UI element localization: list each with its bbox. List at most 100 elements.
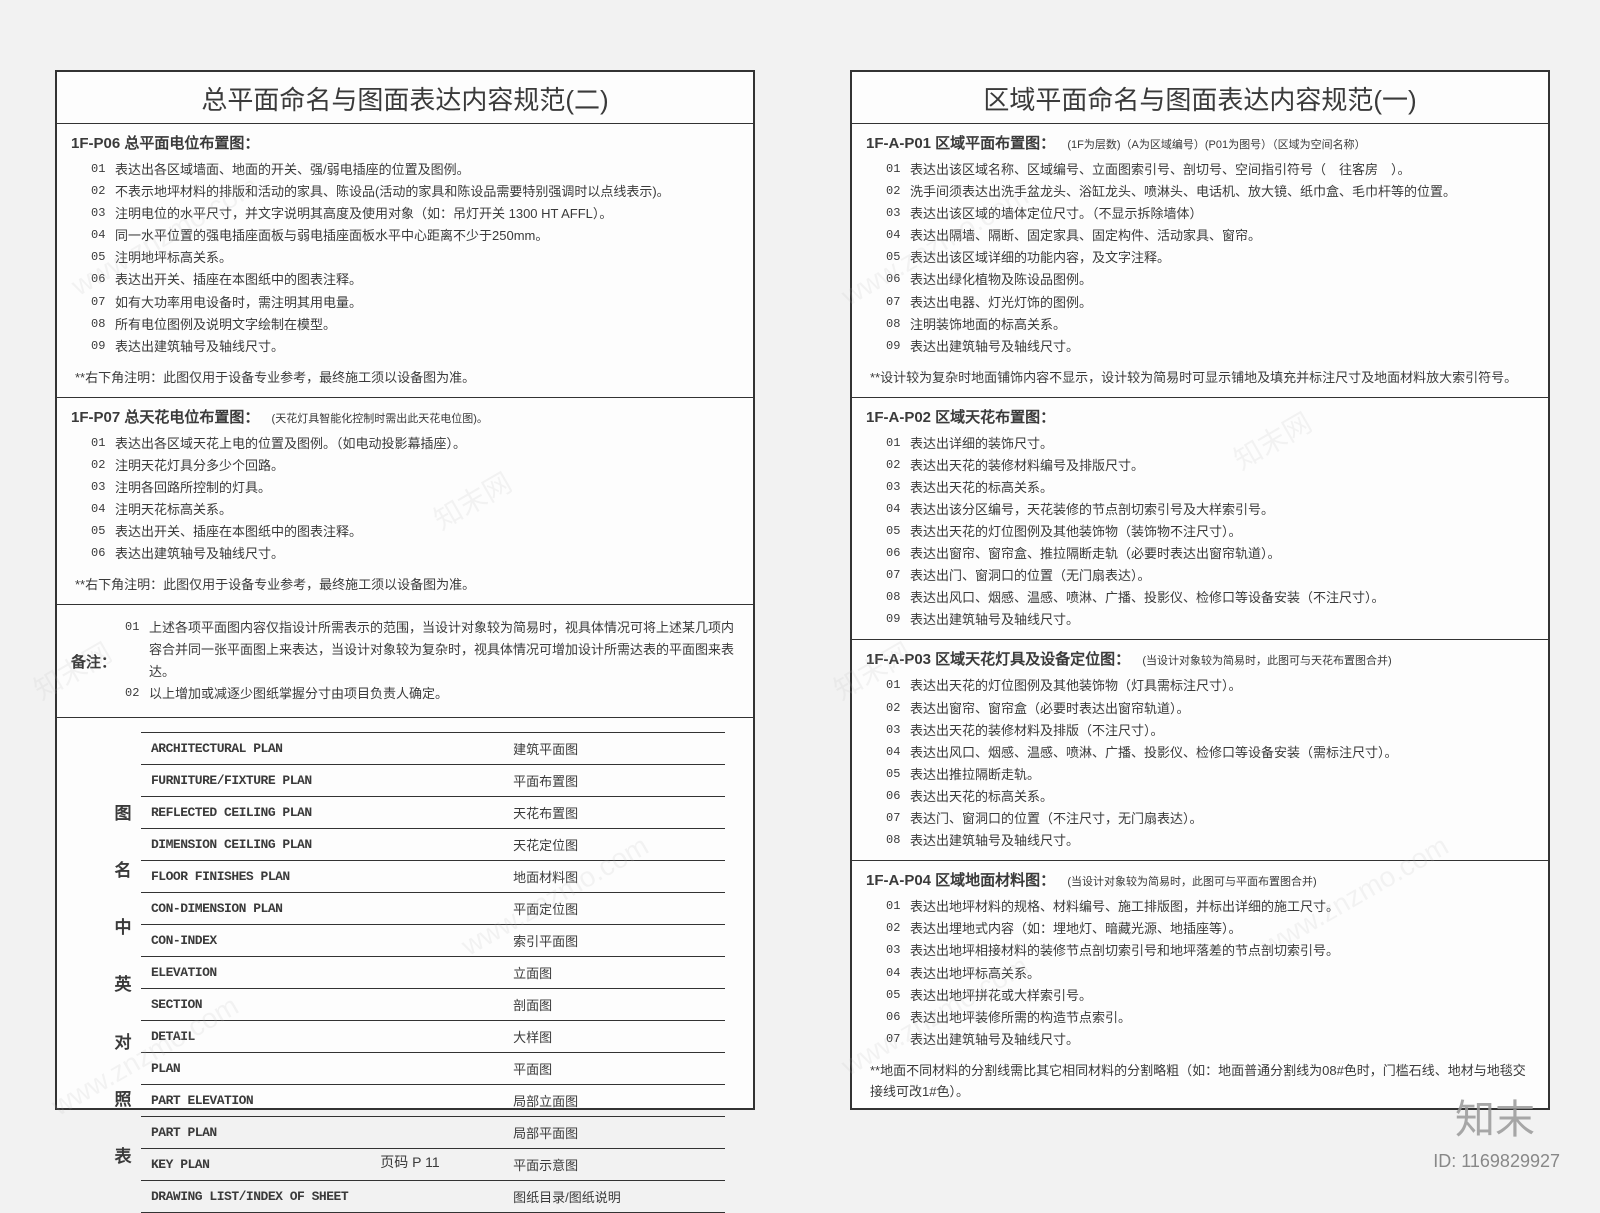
- heading-text: 1F-A-P03 区域天花灯具及设备定位图：: [866, 651, 1130, 668]
- table-cell-en: REFLECTED CEILING PLAN: [141, 797, 503, 829]
- item-number: 07: [886, 565, 910, 587]
- item-number: 01: [886, 896, 910, 918]
- item-number: 04: [886, 225, 910, 247]
- table-row: DETAIL大样图: [141, 1021, 725, 1053]
- item-text: 表达出天花的标高关系。: [910, 786, 1524, 808]
- item-text: 表达出天花的灯位图例及其他装饰物（灯具需标注尺寸）。: [910, 675, 1524, 697]
- table-cell-cn: 地面材料图: [503, 861, 725, 893]
- item-number: 04: [91, 225, 115, 247]
- item-text: 注明天花标高关系。: [115, 499, 729, 521]
- remark-item: 01上述各项平面图内容仅指设计所需表示的范围，当设计对象较为简易时，视具体情况可…: [125, 617, 739, 683]
- item-text: 表达出详细的装饰尺寸。: [910, 433, 1524, 455]
- item-number: 05: [91, 247, 115, 269]
- list-item: 06表达出建筑轴号及轴线尺寸。: [91, 543, 729, 565]
- table-row: CON-DIMENSION PLAN平面定位图: [141, 893, 725, 925]
- list-item: 01表达出详细的装饰尺寸。: [886, 433, 1524, 455]
- list-item: 03注明电位的水平尺寸，并文字说明其高度及使用对象（如：吊灯开关 1300 HT…: [91, 203, 729, 225]
- item-number: 02: [886, 455, 910, 477]
- list-item: 04表达出风口、烟感、温感、喷淋、广播、投影仪、检修口等设备安装（需标注尺寸）。: [886, 742, 1524, 764]
- item-text: 所有电位图例及说明文字绘制在模型。: [115, 314, 729, 336]
- item-number: 03: [91, 477, 115, 499]
- item-text: 表达出地坪标高关系。: [910, 963, 1524, 985]
- list-item: 07如有大功率用电设备时，需注明其用电量。: [91, 292, 729, 314]
- item-number: 06: [886, 543, 910, 565]
- footnote: **右下角注明：此图仅用于设备专业参考，最终施工须以设备图为准。: [57, 573, 753, 604]
- vlabel-char: 中: [105, 913, 141, 938]
- item-text: 注明电位的水平尺寸，并文字说明其高度及使用对象（如：吊灯开关 1300 HT A…: [115, 203, 729, 225]
- heading-note: (1F为层数)（A为区域编号）(P01为图号）（区域为空间名称）: [1067, 139, 1365, 151]
- table-cell-en: DRAWING LIST/INDEX OF SHEET: [141, 1181, 503, 1213]
- list-item: 06表达出天花的标高关系。: [886, 786, 1524, 808]
- list-item: 04同一水平位置的强电插座面板与弱电插座面板水平中心距离不少于250mm。: [91, 225, 729, 247]
- table-cell-cn: 平面定位图: [503, 893, 725, 925]
- table-cell-en: ARCHITECTURAL PLAN: [141, 733, 503, 765]
- right-section-2: 1F-A-P03 区域天花灯具及设备定位图： (当设计对象较为简易时，此图可与天…: [852, 640, 1548, 860]
- item-number: 03: [886, 203, 910, 225]
- table-cell-en: PLAN: [141, 1053, 503, 1085]
- item-number: 09: [91, 336, 115, 358]
- section-heading: 1F-A-P02 区域天花布置图：: [852, 398, 1548, 431]
- table-cell-cn: 平面布置图: [503, 765, 725, 797]
- item-text: 表达出电器、灯光灯饰的图例。: [910, 292, 1524, 314]
- item-list: 01表达出各区域墙面、地面的开关、强/弱电插座的位置及图例。02不表示地坪材料的…: [57, 157, 753, 366]
- item-number: 03: [886, 940, 910, 962]
- item-text: 表达出隔墙、隔断、固定家具、固定构件、活动家具、窗帘。: [910, 225, 1524, 247]
- item-text: 上述各项平面图内容仅指设计所需表示的范围，当设计对象较为简易时，视具体情况可将上…: [149, 617, 739, 683]
- list-item: 08所有电位图例及说明文字绘制在模型。: [91, 314, 729, 336]
- table-cell-en: SECTION: [141, 989, 503, 1021]
- heading-note: (当设计对象较为简易时，此图可与平面布置图合并): [1067, 876, 1316, 888]
- list-item: 07表达出电器、灯光灯饰的图例。: [886, 292, 1524, 314]
- vlabel-char: 名: [105, 856, 141, 881]
- left-page: 总平面命名与图面表达内容规范(二) 1F-P06 总平面电位布置图： 01表达出…: [55, 70, 755, 1110]
- footnote: **右下角注明：此图仅用于设备专业参考，最终施工须以设备图为准。: [57, 366, 753, 397]
- list-item: 04表达出该分区编号，天花装修的节点剖切索引号及大样索引号。: [886, 499, 1524, 521]
- item-number: 08: [886, 314, 910, 336]
- item-text: 表达出该分区编号，天花装修的节点剖切索引号及大样索引号。: [910, 499, 1524, 521]
- table-cell-en: DETAIL: [141, 1021, 503, 1053]
- table-row: CON-INDEX索引平面图: [141, 925, 725, 957]
- list-item: 06表达出窗帘、窗帘盒、推拉隔断走轨（必要时表达出窗帘轨道）。: [886, 543, 1524, 565]
- heading-text: 1F-A-P02 区域天花布置图：: [866, 409, 1055, 426]
- item-list: 01表达出天花的灯位图例及其他装饰物（灯具需标注尺寸）。02表达出窗帘、窗帘盒（…: [852, 673, 1548, 860]
- item-text: 表达出建筑轴号及轴线尺寸。: [115, 543, 729, 565]
- item-text: 表达出建筑轴号及轴线尺寸。: [910, 336, 1524, 358]
- heading-text: 1F-P06 总平面电位布置图：: [71, 135, 259, 152]
- list-item: 02表达出天花的装修材料编号及排版尺寸。: [886, 455, 1524, 477]
- translation-vertical-label: 图名中英对照表: [105, 732, 141, 1213]
- item-number: 02: [125, 683, 149, 705]
- item-list: 01表达出该区域名称、区域编号、立面图索引号、剖切号、空间指引符号（ 往客房 ）…: [852, 157, 1548, 366]
- footer-id: ID: 1169829927: [1433, 1151, 1560, 1172]
- item-number: 03: [886, 477, 910, 499]
- item-number: 04: [886, 963, 910, 985]
- table-row: ELEVATION立面图: [141, 957, 725, 989]
- item-number: 02: [91, 181, 115, 203]
- list-item: 01表达出地坪材料的规格、材料编号、施工排版图，并标出详细的施工尺寸。: [886, 896, 1524, 918]
- item-text: 表达门、窗洞口的位置（不注尺寸，无门扇表达）。: [910, 808, 1524, 830]
- item-text: 表达出风口、烟感、温感、喷淋、广播、投影仪、检修口等设备安装（不注尺寸）。: [910, 587, 1524, 609]
- table-row: PART ELEVATION局部立面图: [141, 1085, 725, 1117]
- list-item: 04注明天花标高关系。: [91, 499, 729, 521]
- table-cell-cn: 局部立面图: [503, 1085, 725, 1117]
- item-number: 09: [886, 336, 910, 358]
- item-number: 01: [91, 159, 115, 181]
- table-row: SECTION剖面图: [141, 989, 725, 1021]
- item-number: 02: [886, 698, 910, 720]
- item-number: 06: [91, 543, 115, 565]
- table-row: REFLECTED CEILING PLAN天花布置图: [141, 797, 725, 829]
- list-item: 03表达出该区域的墙体定位尺寸。（不显示拆除墙体）: [886, 203, 1524, 225]
- table-cell-cn: 天花定位图: [503, 829, 725, 861]
- item-number: 07: [886, 292, 910, 314]
- table-cell-cn: 建筑平面图: [503, 733, 725, 765]
- item-text: 注明地坪标高关系。: [115, 247, 729, 269]
- item-text: 表达出地坪相接材料的装修节点剖切索引号和地坪落差的节点剖切索引号。: [910, 940, 1524, 962]
- list-item: 07表达出建筑轴号及轴线尺寸。: [886, 1029, 1524, 1051]
- right-section-1: 1F-A-P02 区域天花布置图： 01表达出详细的装饰尺寸。02表达出天花的装…: [852, 398, 1548, 640]
- item-text: 不表示地坪材料的排版和活动的家具、陈设品(活动的家具和陈设品需要特别强调时以点线…: [115, 181, 729, 203]
- list-item: 06表达出绿化植物及陈设品图例。: [886, 269, 1524, 291]
- item-text: 表达出绿化植物及陈设品图例。: [910, 269, 1524, 291]
- left-section-0: 1F-P06 总平面电位布置图： 01表达出各区域墙面、地面的开关、强/弱电插座…: [57, 124, 753, 397]
- list-item: 06表达出开关、插座在本图纸中的图表注释。: [91, 269, 729, 291]
- table-row: DRAWING LIST/INDEX OF SHEET图纸目录/图纸说明: [141, 1181, 725, 1213]
- item-text: 表达出天花的装修材料及排版（不注尺寸）。: [910, 720, 1524, 742]
- table-cell-cn: 索引平面图: [503, 925, 725, 957]
